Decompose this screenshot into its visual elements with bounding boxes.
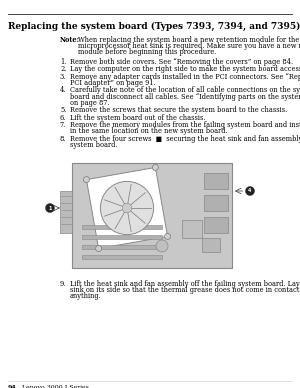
Text: Lenovo 3000 J Series: Lenovo 3000 J Series	[22, 385, 89, 388]
Text: Replacing the system board (Types 7393, 7394, and 7395): Replacing the system board (Types 7393, …	[8, 22, 300, 31]
Bar	[82, 245, 162, 249]
Text: 6.: 6.	[60, 114, 66, 121]
Text: 4: 4	[248, 189, 252, 194]
Circle shape	[96, 246, 102, 251]
Text: 94: 94	[8, 385, 17, 388]
Text: system board.: system board.	[70, 141, 118, 149]
Text: Remove the memory modules from the failing system board and install them: Remove the memory modules from the faili…	[70, 121, 300, 129]
Circle shape	[83, 177, 89, 183]
Text: 7.: 7.	[60, 121, 66, 129]
Bar	[60, 191, 72, 233]
Text: 5.: 5.	[60, 106, 66, 114]
Polygon shape	[86, 168, 167, 249]
Circle shape	[122, 203, 132, 213]
Text: module before beginning this procedure.: module before beginning this procedure.	[78, 48, 216, 56]
Text: board and disconnect all cables. See “Identifying parts on the system board”: board and disconnect all cables. See “Id…	[70, 93, 300, 100]
Text: Remove any adapter cards installed in the PCI connectors. See “Replacing a: Remove any adapter cards installed in th…	[70, 73, 300, 81]
Text: Lift the system board out of the chassis.: Lift the system board out of the chassis…	[70, 114, 206, 121]
Text: 8.: 8.	[60, 135, 66, 143]
Text: Remove the four screws  ■  securing the heat sink and fan assembly to the: Remove the four screws ■ securing the he…	[70, 135, 300, 143]
Circle shape	[46, 203, 55, 213]
Text: 3.: 3.	[60, 73, 66, 81]
Text: Note:: Note:	[60, 36, 80, 44]
Bar	[82, 235, 162, 239]
Circle shape	[156, 240, 168, 252]
Text: 2.: 2.	[60, 66, 66, 73]
Bar	[72, 163, 232, 268]
Text: Lay the computer on the right side to make the system board accessible.: Lay the computer on the right side to ma…	[70, 66, 300, 73]
Text: microprocessor heat sink is required. Make sure you have a new retention: microprocessor heat sink is required. Ma…	[78, 42, 300, 50]
Bar	[182, 220, 202, 238]
Text: 1: 1	[48, 206, 52, 211]
Circle shape	[164, 234, 170, 239]
Text: sink on its side so that the thermal grease does not come in contact with: sink on its side so that the thermal gre…	[70, 286, 300, 294]
Text: anything.: anything.	[70, 293, 102, 300]
Text: PCI adapter” on page 91.: PCI adapter” on page 91.	[70, 79, 156, 87]
Text: Carefully take note of the location of all cable connections on the system: Carefully take note of the location of a…	[70, 87, 300, 94]
Bar	[204, 195, 228, 211]
Text: Remove both side covers. See “Removing the covers” on page 84.: Remove both side covers. See “Removing t…	[70, 58, 293, 66]
Text: Remove the screws that secure the system board to the chassis.: Remove the screws that secure the system…	[70, 106, 287, 114]
Text: in the same location on the new system board.: in the same location on the new system b…	[70, 127, 228, 135]
Bar	[204, 217, 228, 233]
Bar	[202, 238, 220, 252]
Bar	[82, 225, 162, 229]
Text: 9.: 9.	[60, 280, 66, 288]
Bar	[82, 255, 162, 259]
Text: on page 87.: on page 87.	[70, 99, 110, 107]
Circle shape	[100, 182, 154, 235]
Bar	[204, 173, 228, 189]
Circle shape	[245, 187, 254, 196]
Circle shape	[152, 165, 158, 170]
Text: 4.: 4.	[60, 87, 67, 94]
Text: Lift the heat sink and fan assembly off the failing system board. Lay the heat: Lift the heat sink and fan assembly off …	[70, 280, 300, 288]
Text: When replacing the system board a new retention module for the: When replacing the system board a new re…	[78, 36, 299, 44]
Text: 1.: 1.	[60, 58, 66, 66]
